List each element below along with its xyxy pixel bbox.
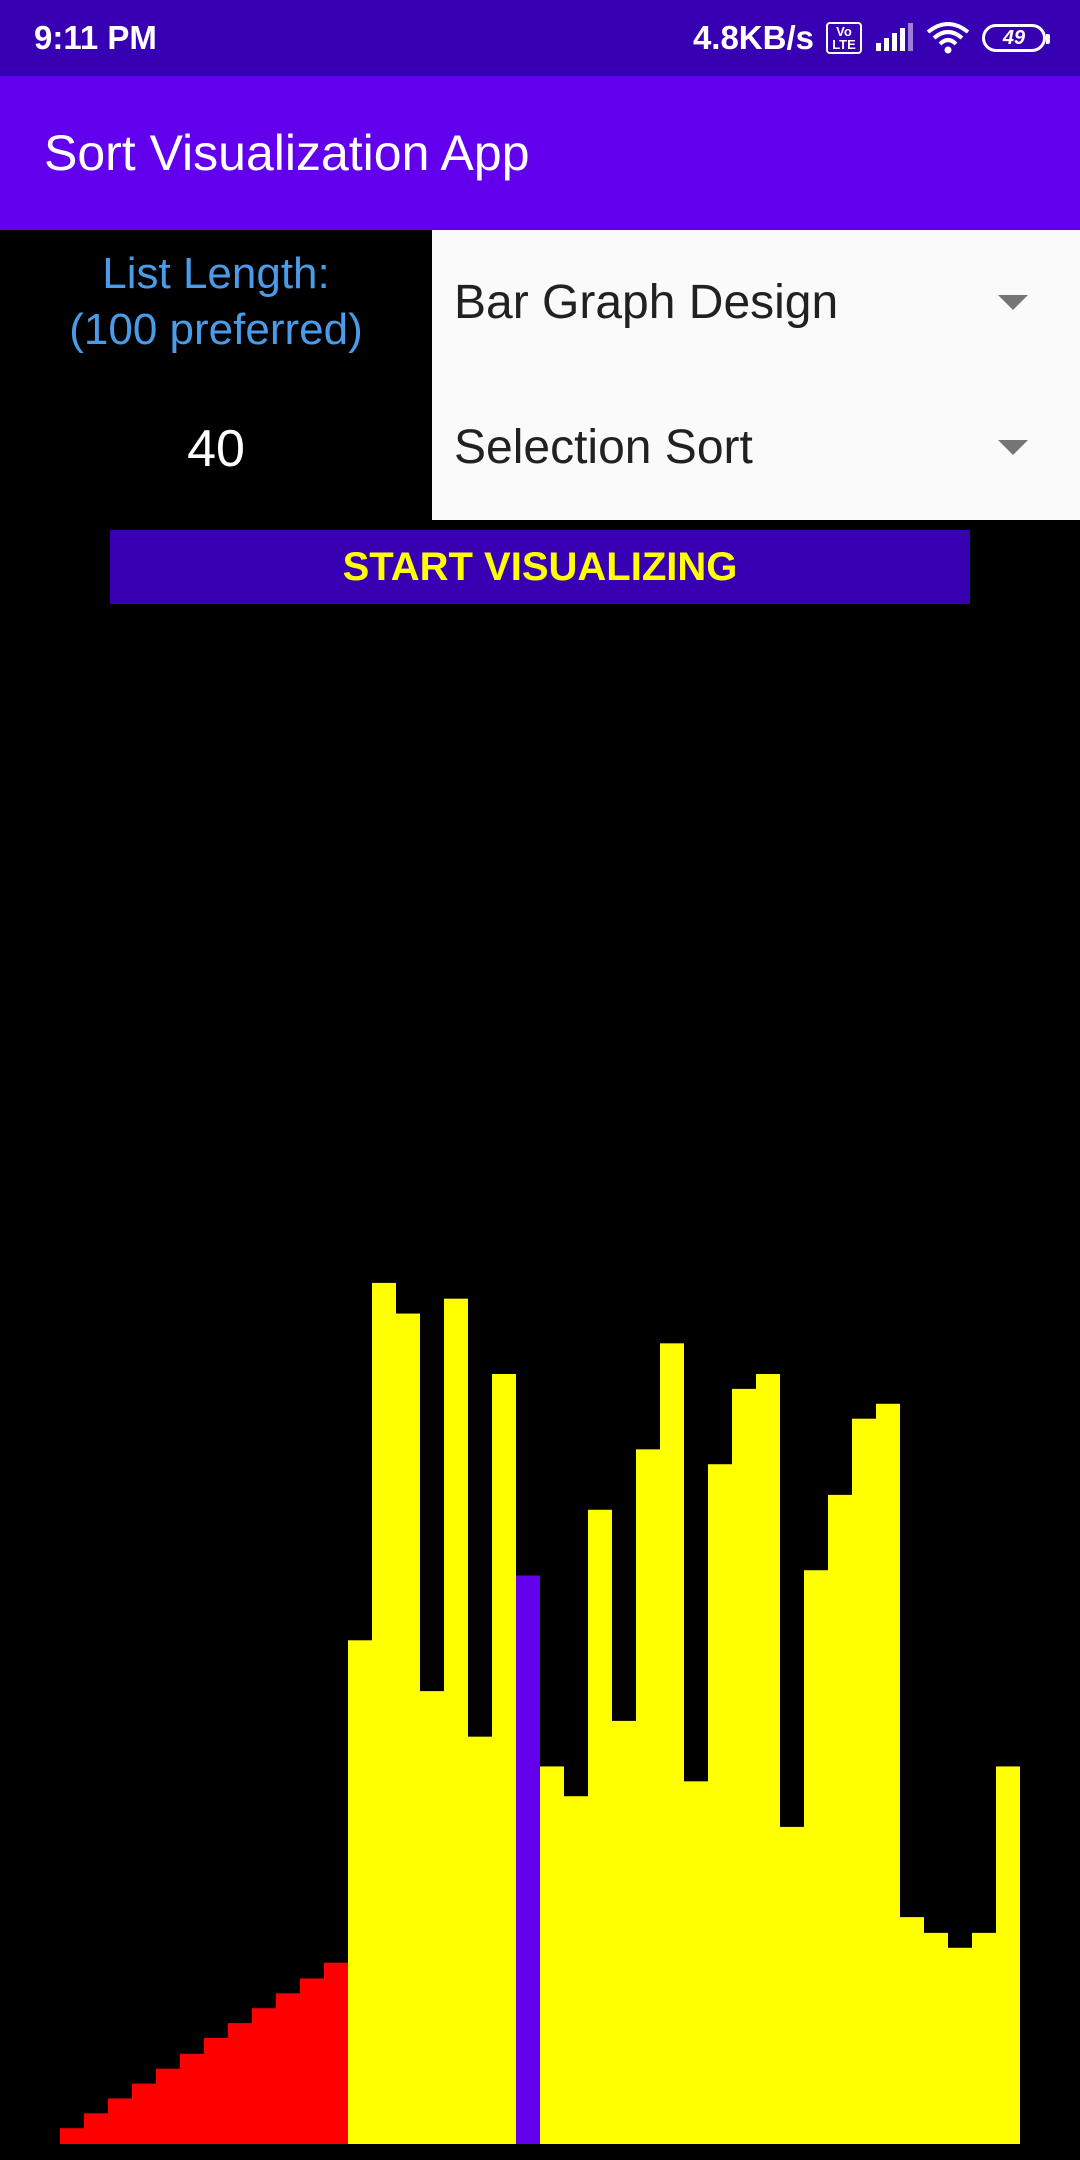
bar-unsorted [636, 1449, 660, 2144]
dropdown-arrow-icon [998, 294, 1028, 310]
bar-unsorted [444, 1298, 468, 2144]
bar-unsorted [564, 1796, 588, 2144]
wifi-icon [926, 22, 970, 54]
design-spinner[interactable]: Bar Graph Design [432, 230, 1080, 375]
battery-icon: 49 [982, 24, 1050, 52]
bar-sorted [324, 1962, 348, 2144]
bar-unsorted [876, 1403, 900, 2144]
bar-sorted [132, 2083, 156, 2144]
bar-current [516, 1575, 540, 2144]
bar-sorted [300, 1978, 324, 2144]
bar-sorted [60, 2128, 84, 2144]
bar-unsorted [372, 1282, 396, 2144]
app-bar: Sort Visualization App [0, 76, 1080, 230]
bar-unsorted [684, 1781, 708, 2144]
status-icons: 4.8KB/s Vo LTE 49 [692, 19, 1050, 57]
status-time: 9:11 PM [34, 19, 157, 56]
bar-unsorted [948, 1947, 972, 2144]
bar-unsorted [780, 1826, 804, 2144]
bar-unsorted [900, 1917, 924, 2144]
list-length-label-line1: List Length: [102, 249, 330, 298]
bar-sorted [84, 2113, 108, 2144]
list-length-label-line2: (100 preferred) [69, 305, 363, 354]
bar-unsorted [660, 1343, 684, 2144]
bar-unsorted [396, 1313, 420, 2144]
bar-sorted [228, 2023, 252, 2144]
bar-unsorted [588, 1509, 612, 2144]
list-length-input[interactable]: 40 [187, 420, 245, 478]
bar-unsorted [996, 1766, 1020, 2144]
dropdown-arrow-icon [998, 439, 1028, 455]
bar-unsorted [804, 1570, 828, 2144]
bar-unsorted [828, 1494, 852, 2144]
volte-icon: Vo LTE [826, 22, 862, 54]
app-title: Sort Visualization App [44, 125, 530, 181]
bar-unsorted [540, 1766, 564, 2144]
bar-unsorted [348, 1640, 372, 2144]
bar-unsorted [420, 1691, 444, 2144]
bar-unsorted [924, 1932, 948, 2144]
bar-sorted [276, 1993, 300, 2144]
bar-unsorted [732, 1388, 756, 2144]
bar-sorted [108, 2098, 132, 2144]
bar-unsorted [708, 1464, 732, 2144]
bar-unsorted [492, 1373, 516, 2144]
sort-spinner[interactable]: Selection Sort [432, 375, 1080, 520]
sort-spinner-value: Selection Sort [454, 421, 753, 474]
bar-sorted [156, 2068, 180, 2144]
bar-chart [60, 1282, 1020, 2144]
list-length-label: List Length: (100 preferred) [0, 246, 432, 358]
bar-sorted [252, 2008, 276, 2144]
design-spinner-value: Bar Graph Design [454, 276, 839, 329]
bar-unsorted [852, 1418, 876, 2144]
status-bar: 9:11 PM 4.8KB/s Vo LTE 49 [0, 0, 1080, 76]
bar-sorted [204, 2038, 228, 2144]
bar-sorted [180, 2053, 204, 2144]
signal-icon [876, 23, 913, 51]
bar-unsorted [468, 1736, 492, 2144]
bar-unsorted [612, 1720, 636, 2144]
bar-unsorted [972, 1932, 996, 2144]
start-visualizing-button[interactable]: START VISUALIZING [110, 530, 970, 604]
options-panel: Bar Graph Design Selection Sort [432, 230, 1080, 520]
network-speed: 4.8KB/s [692, 19, 814, 56]
bar-unsorted [756, 1373, 780, 2144]
